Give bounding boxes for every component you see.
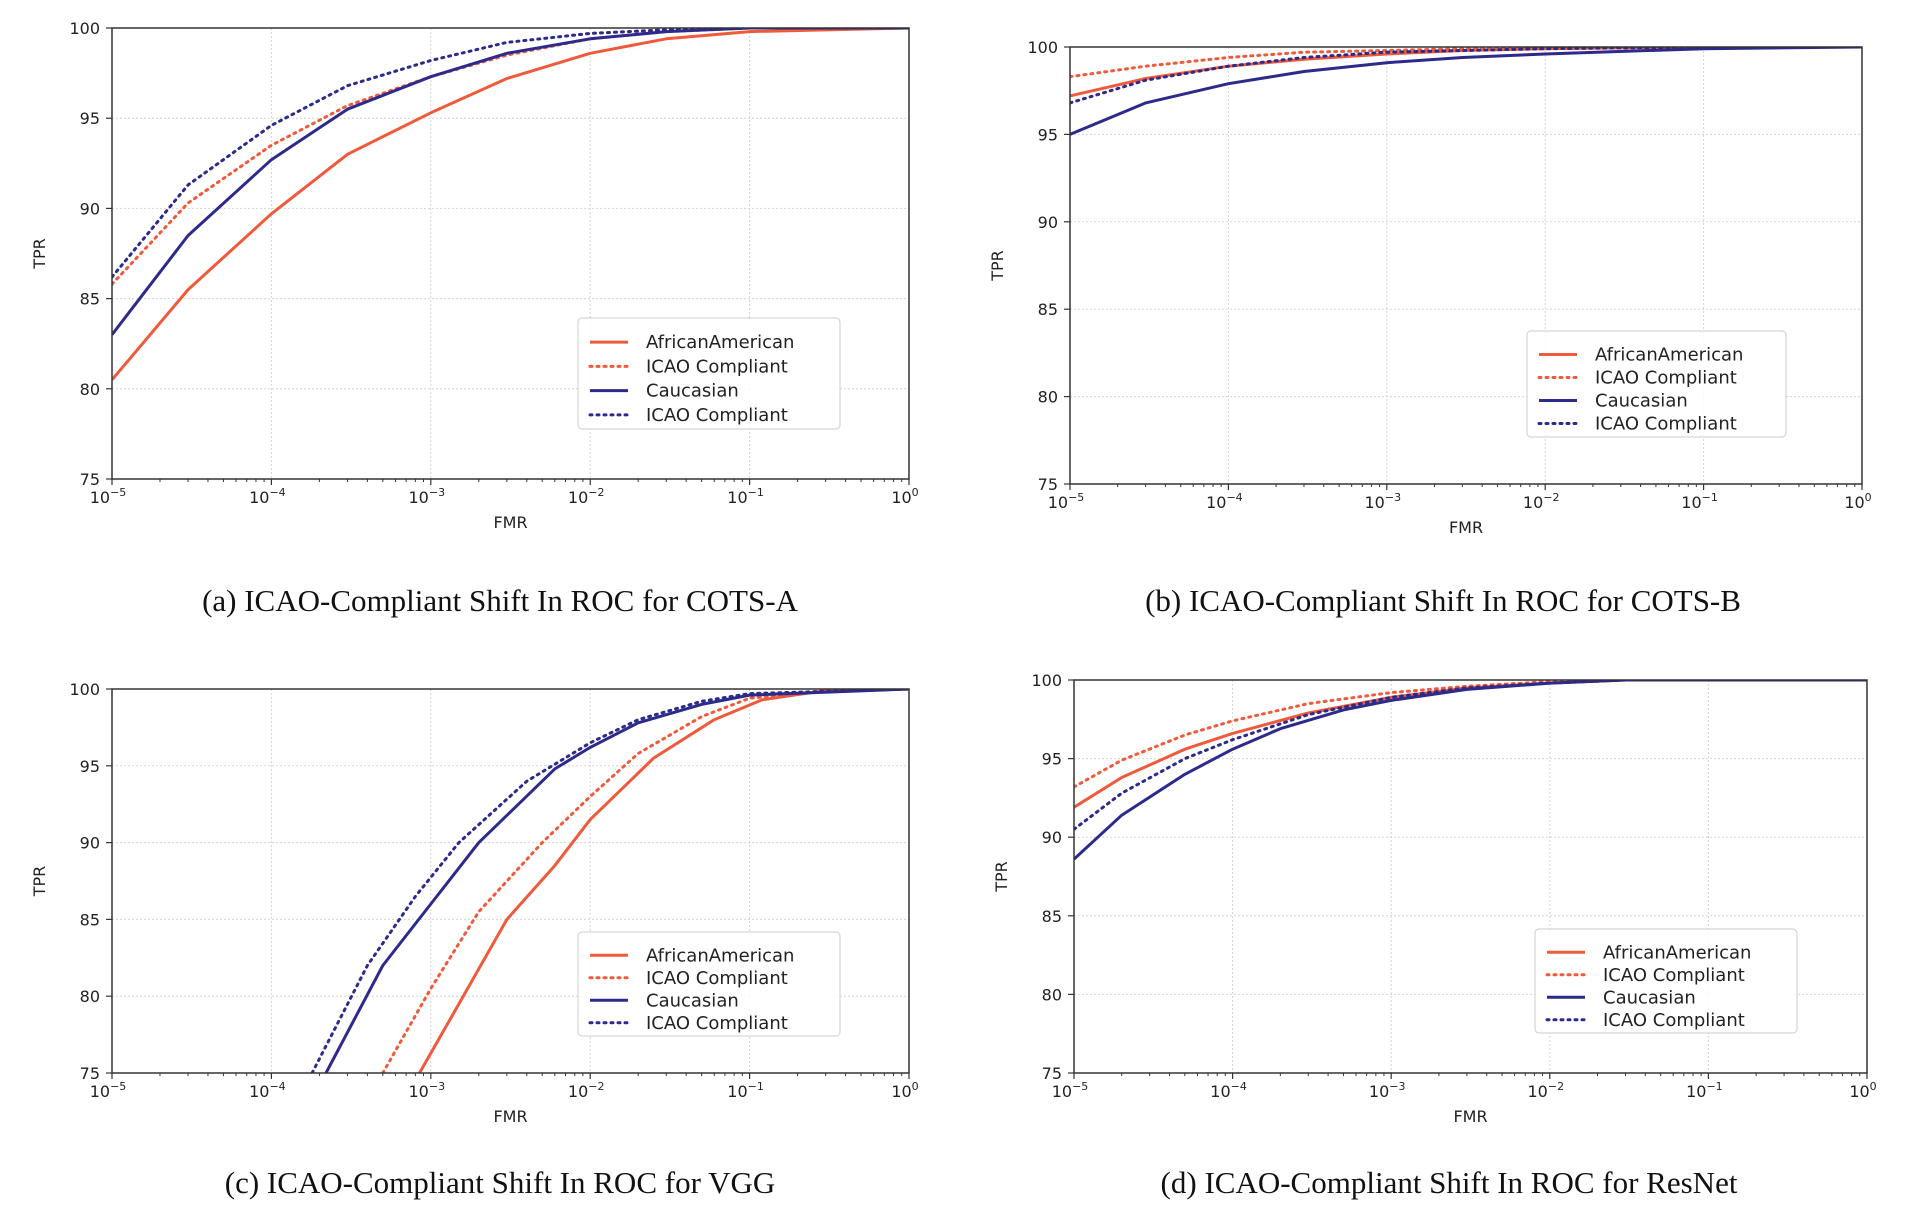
y-axis-label: TPR: [30, 866, 49, 898]
legend-label-2: Caucasian: [646, 990, 739, 1011]
x-tick-label: 10−2: [568, 1080, 605, 1101]
legend-box: [577, 317, 841, 430]
x-axis-label: FMR: [1453, 1107, 1487, 1126]
legend-label-1: ICAO Compliant: [646, 968, 788, 989]
x-tick-label: 10−3: [409, 1080, 446, 1101]
x-tick-label: 10−5: [1052, 1080, 1089, 1101]
series-line-3: [112, 28, 909, 279]
series-line-3: [1074, 680, 1867, 831]
y-tick-label: 75: [1042, 1064, 1062, 1083]
series-line-3: [1070, 47, 1862, 105]
series-line-0: [112, 28, 909, 381]
y-tick-label: 85: [80, 290, 100, 309]
x-tick-label: 10−4: [1206, 491, 1243, 512]
x-axis-label: FMR: [493, 1107, 527, 1126]
legend-label-0: AfricanAmerican: [1595, 345, 1743, 366]
series-line-3: [310, 689, 909, 1073]
series-line-0: [1074, 680, 1867, 809]
series-line-2: [1074, 680, 1867, 861]
y-tick-label: 100: [1031, 671, 1062, 690]
y-tick-label: 90: [1038, 213, 1058, 232]
y-tick-label: 80: [1042, 985, 1062, 1004]
x-tick-label: 10−1: [727, 1080, 764, 1101]
x-axis-label: FMR: [493, 513, 527, 532]
caption-vgg: (c) ICAO-Compliant Shift In ROC for VGG: [224, 1165, 776, 1200]
axes-frame: [1073, 679, 1868, 1074]
caption-cots-b: (b) ICAO-Compliant Shift In ROC for COTS…: [1145, 583, 1741, 618]
x-tick-label: 10−4: [1210, 1080, 1247, 1101]
x-tick-label: 100: [891, 486, 918, 507]
x-axis-label: FMR: [1449, 518, 1483, 537]
y-tick-label: 85: [1042, 907, 1062, 926]
y-axis-label: TPR: [988, 250, 1007, 282]
y-tick-label: 90: [80, 834, 100, 853]
x-tick-label: 10−1: [727, 486, 764, 507]
legend-label-1: ICAO Compliant: [646, 356, 788, 377]
legend-label-3: ICAO Compliant: [646, 405, 788, 426]
legend-label-2: Caucasian: [1603, 987, 1696, 1008]
x-tick-label: 100: [891, 1080, 918, 1101]
series-line-1: [1074, 680, 1867, 789]
legend-label-3: ICAO Compliant: [1595, 414, 1737, 435]
x-tick-label: 10−3: [1365, 491, 1402, 512]
caption-cots-a: (a) ICAO-Compliant Shift In ROC for COTS…: [202, 583, 798, 618]
legend-label-0: AfricanAmerican: [1603, 942, 1751, 963]
y-axis-label: TPR: [30, 238, 49, 270]
y-tick-label: 85: [80, 910, 100, 929]
y-tick-label: 85: [1038, 300, 1058, 319]
legend-label-2: Caucasian: [1595, 391, 1688, 412]
y-tick-label: 75: [80, 1064, 100, 1083]
legend-label-3: ICAO Compliant: [1603, 1010, 1745, 1031]
x-tick-label: 10−5: [1048, 491, 1085, 512]
series-line-1: [1070, 47, 1862, 79]
y-tick-label: 90: [1042, 828, 1062, 847]
x-tick-label: 10−2: [568, 486, 605, 507]
x-tick-label: 10−1: [1686, 1080, 1723, 1101]
x-tick-label: 10−2: [1528, 1080, 1565, 1101]
x-tick-label: 10−5: [90, 1080, 127, 1101]
legend-label-3: ICAO Compliant: [646, 1013, 788, 1034]
x-tick-label: 10−3: [1369, 1080, 1406, 1101]
axes-frame: [111, 688, 910, 1074]
x-tick-label: 10−4: [249, 486, 286, 507]
caption-resnet: (d) ICAO-Compliant Shift In ROC for ResN…: [1160, 1165, 1738, 1200]
y-tick-label: 80: [80, 987, 100, 1006]
axes-frame: [1069, 46, 1863, 485]
x-tick-label: 100: [1844, 491, 1871, 512]
x-tick-label: 10−2: [1523, 491, 1560, 512]
legend-label-1: ICAO Compliant: [1595, 368, 1737, 389]
y-tick-label: 95: [80, 109, 100, 128]
x-tick-label: 10−5: [90, 486, 127, 507]
y-tick-label: 80: [80, 380, 100, 399]
series-line-2: [1070, 47, 1862, 136]
legend-label-0: AfricanAmerican: [646, 945, 794, 966]
legend-label-0: AfricanAmerican: [646, 332, 794, 353]
x-tick-label: 10−3: [409, 486, 446, 507]
y-tick-label: 95: [80, 757, 100, 776]
y-tick-label: 90: [80, 199, 100, 218]
axes-frame: [111, 27, 910, 480]
legend-label-1: ICAO Compliant: [1603, 965, 1745, 986]
y-axis-label: TPR: [992, 861, 1011, 893]
legend-label-2: Caucasian: [646, 381, 739, 402]
y-tick-label: 80: [1038, 388, 1058, 407]
y-tick-label: 95: [1042, 750, 1062, 769]
y-tick-label: 100: [69, 680, 100, 699]
y-tick-label: 75: [80, 470, 100, 489]
series-line-2: [324, 689, 909, 1073]
x-tick-label: 10−1: [1681, 491, 1718, 512]
legend-box: [1526, 330, 1787, 438]
x-tick-label: 100: [1849, 1080, 1876, 1101]
y-tick-label: 95: [1038, 125, 1058, 144]
y-tick-label: 100: [1027, 38, 1058, 57]
legend-box: [577, 931, 841, 1037]
y-tick-label: 100: [69, 19, 100, 38]
y-tick-label: 75: [1038, 475, 1058, 494]
legend-box: [1534, 928, 1798, 1034]
x-tick-label: 10−4: [249, 1080, 286, 1101]
